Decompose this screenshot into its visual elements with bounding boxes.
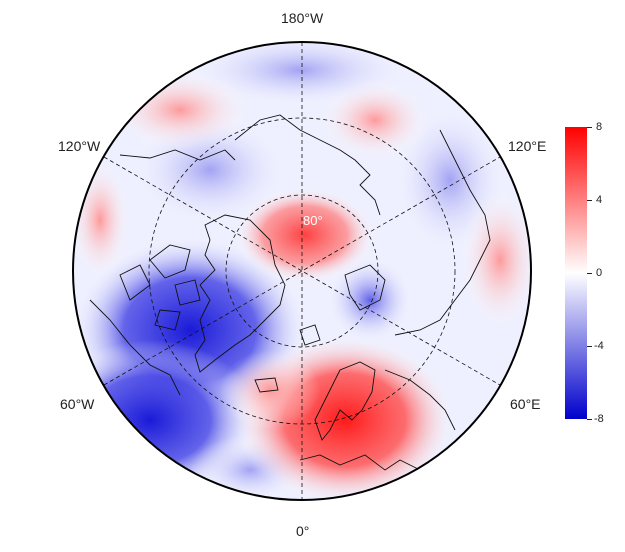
meridian-60e-120w: [103, 156, 501, 386]
siberia-coast: [234, 114, 381, 216]
cb-tick-label-8: 8: [596, 121, 603, 133]
colorbar-ramp: [565, 127, 587, 419]
lon-label-60e: 60°E: [510, 396, 541, 412]
cb-tick-label-4: 4: [596, 194, 603, 206]
greenland-coast: [194, 214, 286, 373]
anomaly-pacific-red: [110, 70, 250, 150]
russia-border: [384, 369, 456, 431]
anomaly-siberia-red: [320, 80, 430, 160]
colorbar: [565, 127, 587, 419]
cb-tick-label-neg8: -8: [594, 413, 604, 425]
cb-tickmark-neg8: [587, 419, 592, 420]
graticule: [103, 42, 501, 500]
lon-label-60w: 60°W: [60, 396, 95, 412]
asia-coast: [394, 129, 491, 336]
cb-tickmark-neg4: [587, 346, 592, 347]
anomaly-pole-red: [235, 187, 375, 283]
map-border: [72, 41, 532, 501]
lon-label-180w: 180°W: [281, 10, 324, 26]
canada-coast: [89, 299, 181, 396]
alaska-coast: [119, 149, 236, 161]
anomaly-asia-red: [460, 190, 531, 330]
scandinavia-coast: [314, 361, 376, 441]
cb-tick-label-neg4: -4: [594, 340, 604, 352]
novaya-zemlya-coast: [344, 264, 386, 311]
iceland-coast: [254, 377, 279, 393]
canadian-archipelago: [119, 244, 201, 331]
lat-label-80: 80°: [303, 213, 323, 228]
cb-tickmark-8: [587, 127, 592, 128]
svalbard-coast: [299, 324, 321, 346]
meridian-60w-120e: [103, 156, 501, 386]
anomaly-north-sea-red: [220, 350, 320, 430]
lon-label-120e: 120°E: [508, 138, 547, 154]
anomaly-kara-blue: [325, 255, 415, 345]
anomaly-field: [73, 42, 531, 500]
cb-tickmark-0: [587, 273, 592, 274]
coastlines: [89, 114, 491, 471]
cb-tick-label-0: 0: [596, 267, 603, 279]
cb-tickmark-4: [587, 200, 592, 201]
lon-label-0: 0°: [296, 523, 310, 539]
lon-label-120w: 120°W: [58, 138, 101, 154]
